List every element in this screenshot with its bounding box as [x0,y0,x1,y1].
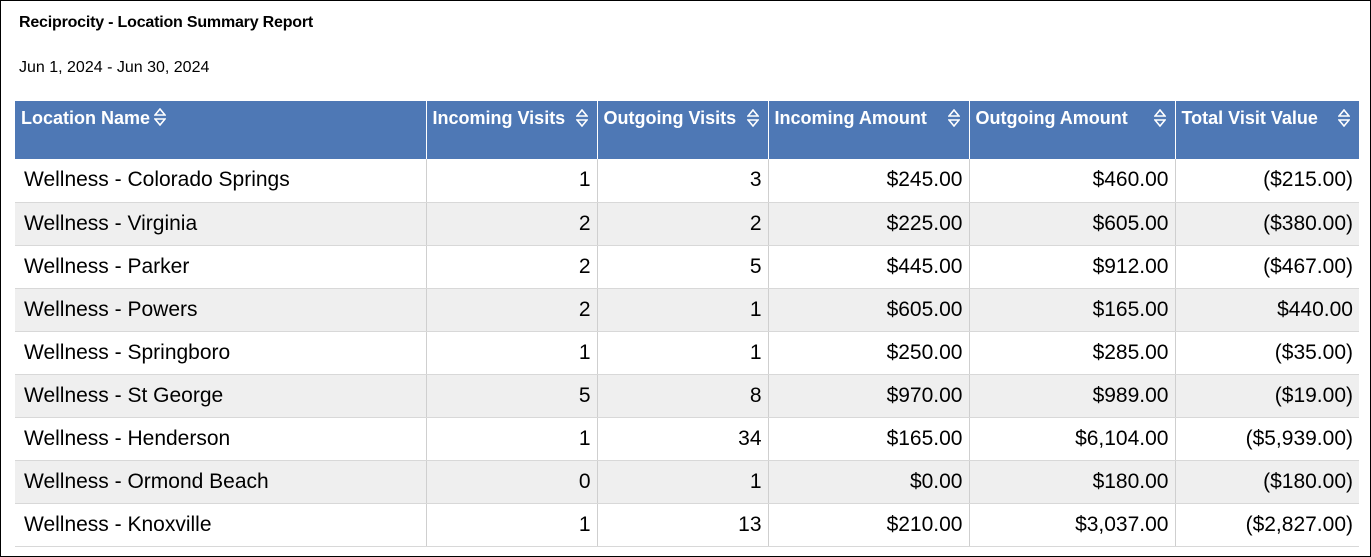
location-name-cell: Wellness - Virginia [15,202,427,246]
outgoing-visits-cell: 1 [597,288,769,332]
column-header-incoming-visits[interactable]: Incoming Visits [426,101,598,159]
location-name-cell: Wellness - Knoxville [15,503,427,547]
incoming-visits-cell: 0 [426,460,598,504]
outgoing-visits-cell: 13 [597,503,769,547]
total-visit-value-cell: ($2,827.00) [1175,503,1359,547]
incoming-visits-cell: 2 [426,288,598,332]
incoming-visits-cell: 1 [426,331,598,375]
incoming-amount-cell: $970.00 [768,374,970,418]
table-row: Wellness - Knoxville 1 13 $210.00 $3,037… [15,503,1359,547]
sort-icon[interactable] [746,109,759,127]
total-visit-value-cell: ($380.00) [1175,202,1359,246]
incoming-visits-cell: 5 [426,374,598,418]
sort-icon[interactable] [947,109,960,127]
column-header-outgoing-visits[interactable]: Outgoing Visits [597,101,769,159]
location-name-cell: Wellness - St George [15,374,427,418]
total-visit-value-cell: ($215.00) [1175,159,1359,203]
incoming-visits-cell: 2 [426,202,598,246]
table-row: Wellness - Springboro 1 1 $250.00 $285.0… [15,331,1359,375]
total-visit-value-cell: $440.00 [1175,288,1359,332]
header-row: Location Name Incoming Visits Outgoing V… [15,101,1359,159]
location-name-cell: Wellness - Ormond Beach [15,460,427,504]
outgoing-amount-cell: $460.00 [969,159,1176,203]
outgoing-visits-cell: 3 [597,159,769,203]
location-name-cell: Wellness - Parker [15,245,427,289]
sort-icon[interactable] [1338,109,1350,127]
incoming-amount-cell: $250.00 [768,331,970,375]
outgoing-visits-cell: 5 [597,245,769,289]
table-row: Wellness - St George 5 8 $970.00 $989.00… [15,374,1359,418]
report-title: Reciprocity - Location Summary Report [19,14,313,31]
table-row: Wellness - Henderson 1 34 $165.00 $6,104… [15,417,1359,461]
incoming-visits-cell: 1 [426,503,598,547]
outgoing-visits-cell: 2 [597,202,769,246]
column-label: Outgoing Visits [603,108,737,128]
location-name-cell: Wellness - Henderson [15,417,427,461]
location-name-cell: Wellness - Powers [15,288,427,332]
outgoing-amount-cell: $605.00 [969,202,1176,246]
incoming-amount-cell: $225.00 [768,202,970,246]
sort-icon[interactable] [575,109,588,127]
incoming-visits-cell: 1 [426,159,598,203]
outgoing-visits-cell: 8 [597,374,769,418]
column-header-outgoing-amount[interactable]: Outgoing Amount [969,101,1176,159]
incoming-visits-cell: 1 [426,417,598,461]
table-row: Wellness - Parker 2 5 $445.00 $912.00 ($… [15,245,1359,289]
sort-icon[interactable] [1153,109,1166,127]
column-header-total-visit-value[interactable]: Total Visit Value [1175,101,1359,159]
date-range: Jun 1, 2024 - Jun 30, 2024 [19,59,210,76]
column-header-incoming-amount[interactable]: Incoming Amount [768,101,970,159]
outgoing-visits-cell: 1 [597,460,769,504]
column-label: Incoming Visits [432,108,566,128]
column-label: Outgoing Amount [975,108,1128,128]
total-visit-value-cell: ($180.00) [1175,460,1359,504]
location-summary-table: Location Name Incoming Visits Outgoing V… [15,101,1359,547]
incoming-visits-cell: 2 [426,245,598,289]
outgoing-amount-cell: $180.00 [969,460,1176,504]
table-row: Wellness - Ormond Beach 0 1 $0.00 $180.0… [15,460,1359,504]
incoming-amount-cell: $245.00 [768,159,970,203]
outgoing-visits-cell: 34 [597,417,769,461]
column-label: Location Name [21,108,151,128]
column-header-location-name[interactable]: Location Name [15,101,427,159]
outgoing-amount-cell: $3,037.00 [969,503,1176,547]
table-row: Wellness - Virginia 2 2 $225.00 $605.00 … [15,202,1359,246]
sort-icon[interactable] [154,108,167,126]
outgoing-visits-cell: 1 [597,331,769,375]
incoming-amount-cell: $165.00 [768,417,970,461]
outgoing-amount-cell: $285.00 [969,331,1176,375]
table-row: Wellness - Powers 2 1 $605.00 $165.00 $4… [15,288,1359,332]
incoming-amount-cell: $445.00 [768,245,970,289]
outgoing-amount-cell: $6,104.00 [969,417,1176,461]
total-visit-value-cell: ($467.00) [1175,245,1359,289]
outgoing-amount-cell: $165.00 [969,288,1176,332]
total-visit-value-cell: ($35.00) [1175,331,1359,375]
total-visit-value-cell: ($19.00) [1175,374,1359,418]
table-row: Wellness - Colorado Springs 1 3 $245.00 … [15,159,1359,203]
column-label: Incoming Amount [774,108,927,128]
location-name-cell: Wellness - Colorado Springs [15,159,427,203]
column-label: Total Visit Value [1181,108,1318,128]
incoming-amount-cell: $605.00 [768,288,970,332]
incoming-amount-cell: $0.00 [768,460,970,504]
location-name-cell: Wellness - Springboro [15,331,427,375]
incoming-amount-cell: $210.00 [768,503,970,547]
outgoing-amount-cell: $912.00 [969,245,1176,289]
outgoing-amount-cell: $989.00 [969,374,1176,418]
total-visit-value-cell: ($5,939.00) [1175,417,1359,461]
